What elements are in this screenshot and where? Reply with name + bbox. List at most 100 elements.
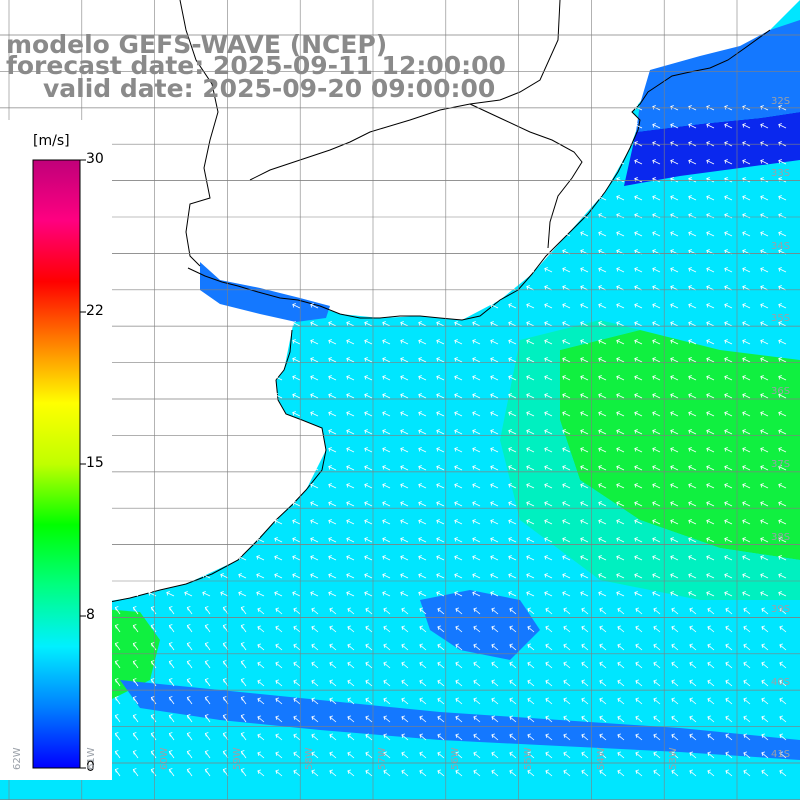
wind-arrow-head <box>616 231 620 236</box>
wind-arrow-head <box>292 393 296 398</box>
wind-arrow <box>688 232 697 237</box>
wind-arrow <box>526 502 535 507</box>
wind-arrow <box>310 520 319 525</box>
wind-arrow <box>689 608 697 615</box>
wind-arrow <box>707 752 715 759</box>
wind-arrow-head <box>724 195 728 200</box>
wind-arrow-head <box>635 679 640 684</box>
colorbar-tick-label: 30 <box>86 151 104 167</box>
wind-arrow-head <box>400 447 404 452</box>
border-uruguay-north <box>249 0 561 181</box>
wind-arrow <box>419 698 427 705</box>
wind-arrow <box>328 466 337 471</box>
wind-arrow-head <box>257 769 262 774</box>
wind-arrow-head <box>742 483 746 488</box>
wind-arrow <box>382 502 391 507</box>
wind-arrow-head <box>562 411 566 416</box>
wind-arrow-head <box>365 679 370 684</box>
wind-arrow-head <box>544 501 548 506</box>
wind-arrow <box>436 466 445 471</box>
wind-arrow-head <box>491 715 496 720</box>
wind-arrow <box>472 376 481 381</box>
wind-arrow-head <box>310 555 314 560</box>
wind-arrow <box>725 770 733 777</box>
wind-arrow <box>778 394 787 399</box>
wind-arrow-head <box>760 555 764 560</box>
wind-arrow-head <box>634 285 638 290</box>
wind-arrow-head <box>581 769 586 774</box>
wind-arrow-head <box>473 697 478 702</box>
wind-arrow <box>364 502 373 507</box>
wind-arrow-head <box>490 447 494 452</box>
wind-arrow <box>238 592 247 597</box>
wind-arrow-head <box>761 643 766 648</box>
wind-arrow <box>599 734 607 741</box>
wind-arrow-head <box>437 697 442 702</box>
wind-arrow <box>509 608 517 615</box>
wind-arrow <box>526 322 535 327</box>
wind-arrow-head <box>168 750 173 755</box>
longitude-label: 56W <box>450 747 461 770</box>
wind-arrow-head <box>689 661 694 666</box>
wind-arrow-head <box>419 643 424 648</box>
wind-arrow-head <box>761 715 766 720</box>
wind-arrow <box>472 538 481 543</box>
wind-arrow <box>455 644 463 651</box>
wind-arrow <box>382 466 391 471</box>
wind-arrow <box>707 662 715 669</box>
wind-arrow <box>400 376 409 381</box>
wind-arrow <box>725 608 733 615</box>
wind-arrow-head <box>400 537 404 542</box>
wind-arrow <box>346 376 355 381</box>
wind-arrow-head <box>472 393 476 398</box>
wind-arrow-head <box>401 751 406 756</box>
wind-arrow-head <box>760 105 764 110</box>
wind-arrow <box>509 770 517 777</box>
wind-arrow <box>616 376 625 381</box>
wind-arrow-head <box>544 357 548 362</box>
wind-arrow <box>760 160 769 165</box>
wind-arrow-head <box>490 519 494 524</box>
wind-arrow <box>761 698 769 705</box>
wind-arrow-head <box>670 573 674 578</box>
wind-arrow <box>778 592 787 597</box>
wind-arrow <box>545 752 553 759</box>
wind-arrow <box>617 608 625 615</box>
wind-arrow-head <box>544 447 548 452</box>
wind-arrow <box>724 160 733 165</box>
wind-arrow-head <box>508 429 512 434</box>
wind-arrow-head <box>473 733 478 738</box>
wind-arrow-head <box>382 393 386 398</box>
wind-arrow <box>490 592 499 597</box>
wind-arrow-head <box>204 660 209 665</box>
wind-arrow-head <box>580 537 584 542</box>
wind-arrow <box>652 556 661 561</box>
wind-arrow <box>472 448 481 453</box>
wind-arrow <box>527 716 535 723</box>
wind-arrow <box>382 358 391 363</box>
wind-arrow <box>599 662 607 669</box>
wind-arrow <box>383 698 391 705</box>
wind-arrow <box>670 466 679 471</box>
wind-arrow <box>382 538 391 543</box>
wind-arrow-head <box>742 321 746 326</box>
wind-arrow-head <box>257 643 262 648</box>
wind-arrow <box>688 286 697 291</box>
wind-arrow <box>545 770 553 777</box>
wind-arrow-head <box>779 733 784 738</box>
wind-arrow-head <box>670 465 674 470</box>
wind-arrow-head <box>562 393 566 398</box>
wind-arrow <box>724 592 733 597</box>
wind-arrow <box>400 484 409 489</box>
border-entre-rios <box>469 103 583 249</box>
wind-arrow <box>527 626 535 633</box>
wind-arrow <box>508 412 517 417</box>
wind-arrow <box>455 680 463 687</box>
wind-arrow-head <box>544 411 548 416</box>
wind-arrow-head <box>581 625 586 630</box>
latitude-label: 37S <box>771 459 791 470</box>
wind-arrow <box>688 538 697 543</box>
wind-arrow <box>490 394 499 399</box>
wind-arrow <box>346 538 355 543</box>
wind-arrow <box>580 466 589 471</box>
